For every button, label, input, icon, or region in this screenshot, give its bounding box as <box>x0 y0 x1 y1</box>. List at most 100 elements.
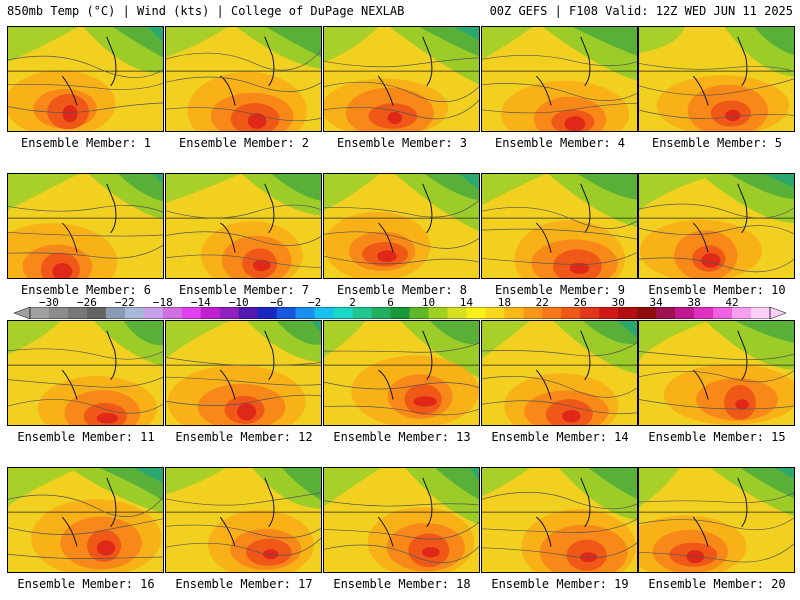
ensemble-member-map <box>7 173 164 279</box>
temperature-map <box>482 174 637 278</box>
colorbar-swatch <box>371 307 391 319</box>
ensemble-member-label: Ensemble Member: 12 <box>175 430 313 444</box>
ensemble-member-label: Ensemble Member: 14 <box>491 430 629 444</box>
colorbar-swatch <box>257 307 277 319</box>
colorbar-swatch <box>580 307 600 319</box>
ensemble-member-label: Ensemble Member: 17 <box>175 577 313 591</box>
colorbar-swatch <box>694 307 714 319</box>
colorbar-swatch <box>200 307 221 319</box>
colorbar-swatch <box>124 307 145 319</box>
colorbar-swatch <box>504 307 524 319</box>
ensemble-member-label: Ensemble Member: 5 <box>651 136 783 150</box>
colorbar-swatch <box>637 307 657 319</box>
colorbar-swatch <box>48 307 69 319</box>
temperature-map <box>166 321 321 425</box>
colorbar-swatch <box>86 307 107 319</box>
colorbar-tick-label: 30 <box>611 296 625 309</box>
chart-title: 850mb Temp (°C) | Wind (kts) | College o… <box>7 4 405 18</box>
ensemble-member-map <box>323 173 480 279</box>
ensemble-member-label: Ensemble Member: 16 <box>17 577 155 591</box>
temperature-map <box>639 468 794 572</box>
ensemble-member-label: Ensemble Member: 20 <box>648 577 786 591</box>
colorbar-swatch <box>751 307 771 319</box>
temperature-map <box>639 27 794 131</box>
ensemble-member-map <box>165 173 322 279</box>
colorbar-swatch <box>428 307 448 319</box>
colorbar-swatch <box>656 307 676 319</box>
ensemble-member-label: Ensemble Member: 11 <box>17 430 155 444</box>
ensemble-member-map <box>481 320 638 426</box>
colorbar-tick-label: 38 <box>687 296 701 309</box>
colorbar-tick-label: 14 <box>459 296 474 309</box>
ensemble-member-map <box>638 467 795 573</box>
colorbar-swatch <box>485 307 505 319</box>
ensemble-member-map <box>638 320 795 426</box>
ensemble-member-label: Ensemble Member: 19 <box>491 577 629 591</box>
ensemble-member-map <box>323 26 480 132</box>
colorbar-swatch <box>219 307 240 319</box>
colorbar-swatch <box>30 307 50 319</box>
temperature-map <box>482 468 637 572</box>
temperature-map <box>324 321 479 425</box>
temperature-map <box>166 174 321 278</box>
colorbar-swatch <box>352 307 372 319</box>
colorbar-max-arrow <box>769 307 786 319</box>
ensemble-member-map <box>638 26 795 132</box>
ensemble-member-map <box>323 467 480 573</box>
temperature-map <box>324 27 479 131</box>
temperature-map <box>324 468 479 572</box>
temperature-map <box>8 27 163 131</box>
colorbar-tick-label: −2 <box>307 296 322 309</box>
ensemble-member-label: Ensemble Member: 8 <box>336 283 468 297</box>
ensemble-member-label: Ensemble Member: 15 <box>648 430 786 444</box>
colorbar-tick-label: −14 <box>190 296 211 309</box>
temperature-map <box>8 321 163 425</box>
ensemble-member-label: Ensemble Member: 2 <box>178 136 310 150</box>
colorbar-swatch <box>295 307 315 319</box>
colorbar-swatch <box>675 307 695 319</box>
colorbar-tick-label: −30 <box>39 296 59 309</box>
colorbar-tick-label: 22 <box>535 296 549 309</box>
colorbar-tick-label: 18 <box>497 296 511 309</box>
colorbar-swatch <box>314 307 334 319</box>
ensemble-member-label: Ensemble Member: 7 <box>178 283 310 297</box>
ensemble-member-map <box>165 467 322 573</box>
colorbar-tick-label: −22 <box>114 296 135 309</box>
ensemble-member-map <box>323 320 480 426</box>
colorbar-min-arrow <box>14 307 31 319</box>
ensemble-member-map <box>7 467 164 573</box>
ensemble-member-label: Ensemble Member: 4 <box>494 136 626 150</box>
colorbar-swatch <box>447 307 467 319</box>
colorbar-swatch <box>276 307 296 319</box>
colorbar-tick-label: −6 <box>270 296 284 309</box>
model-run-info: 00Z GEFS | F108 Valid: 12Z WED JUN 11 20… <box>489 4 793 18</box>
colorbar-swatch <box>181 307 202 319</box>
temperature-map <box>639 321 794 425</box>
colorbar-tick-label: 10 <box>421 296 436 309</box>
temperature-map <box>639 174 794 278</box>
colorbar-swatch <box>618 307 638 319</box>
ensemble-member-label: Ensemble Member: 10 <box>648 283 786 297</box>
colorbar-swatch <box>162 307 183 319</box>
ensemble-member-map <box>7 26 164 132</box>
colorbar-swatch <box>390 307 410 319</box>
ensemble-member-label: Ensemble Member: 1 <box>20 136 152 150</box>
colorbar-tick-label: 42 <box>725 296 739 309</box>
ensemble-member-map <box>165 26 322 132</box>
ensemble-member-map <box>7 320 164 426</box>
colorbar-swatch <box>713 307 733 319</box>
temperature-map <box>482 27 637 131</box>
colorbar-swatch <box>523 307 543 319</box>
colorbar-swatch <box>143 307 164 319</box>
ensemble-member-map <box>165 320 322 426</box>
colorbar-swatch <box>409 307 429 319</box>
temperature-map <box>482 321 637 425</box>
temperature-map <box>166 468 321 572</box>
colorbar-swatch <box>105 307 126 319</box>
ensemble-member-map <box>638 173 795 279</box>
ensemble-member-label: Ensemble Member: 18 <box>333 577 471 591</box>
colorbar-swatch <box>333 307 353 319</box>
ensemble-member-label: Ensemble Member: 9 <box>494 283 626 297</box>
colorbar-tick-label: 34 <box>649 296 663 309</box>
colorbar-tick-label: −18 <box>152 296 173 309</box>
